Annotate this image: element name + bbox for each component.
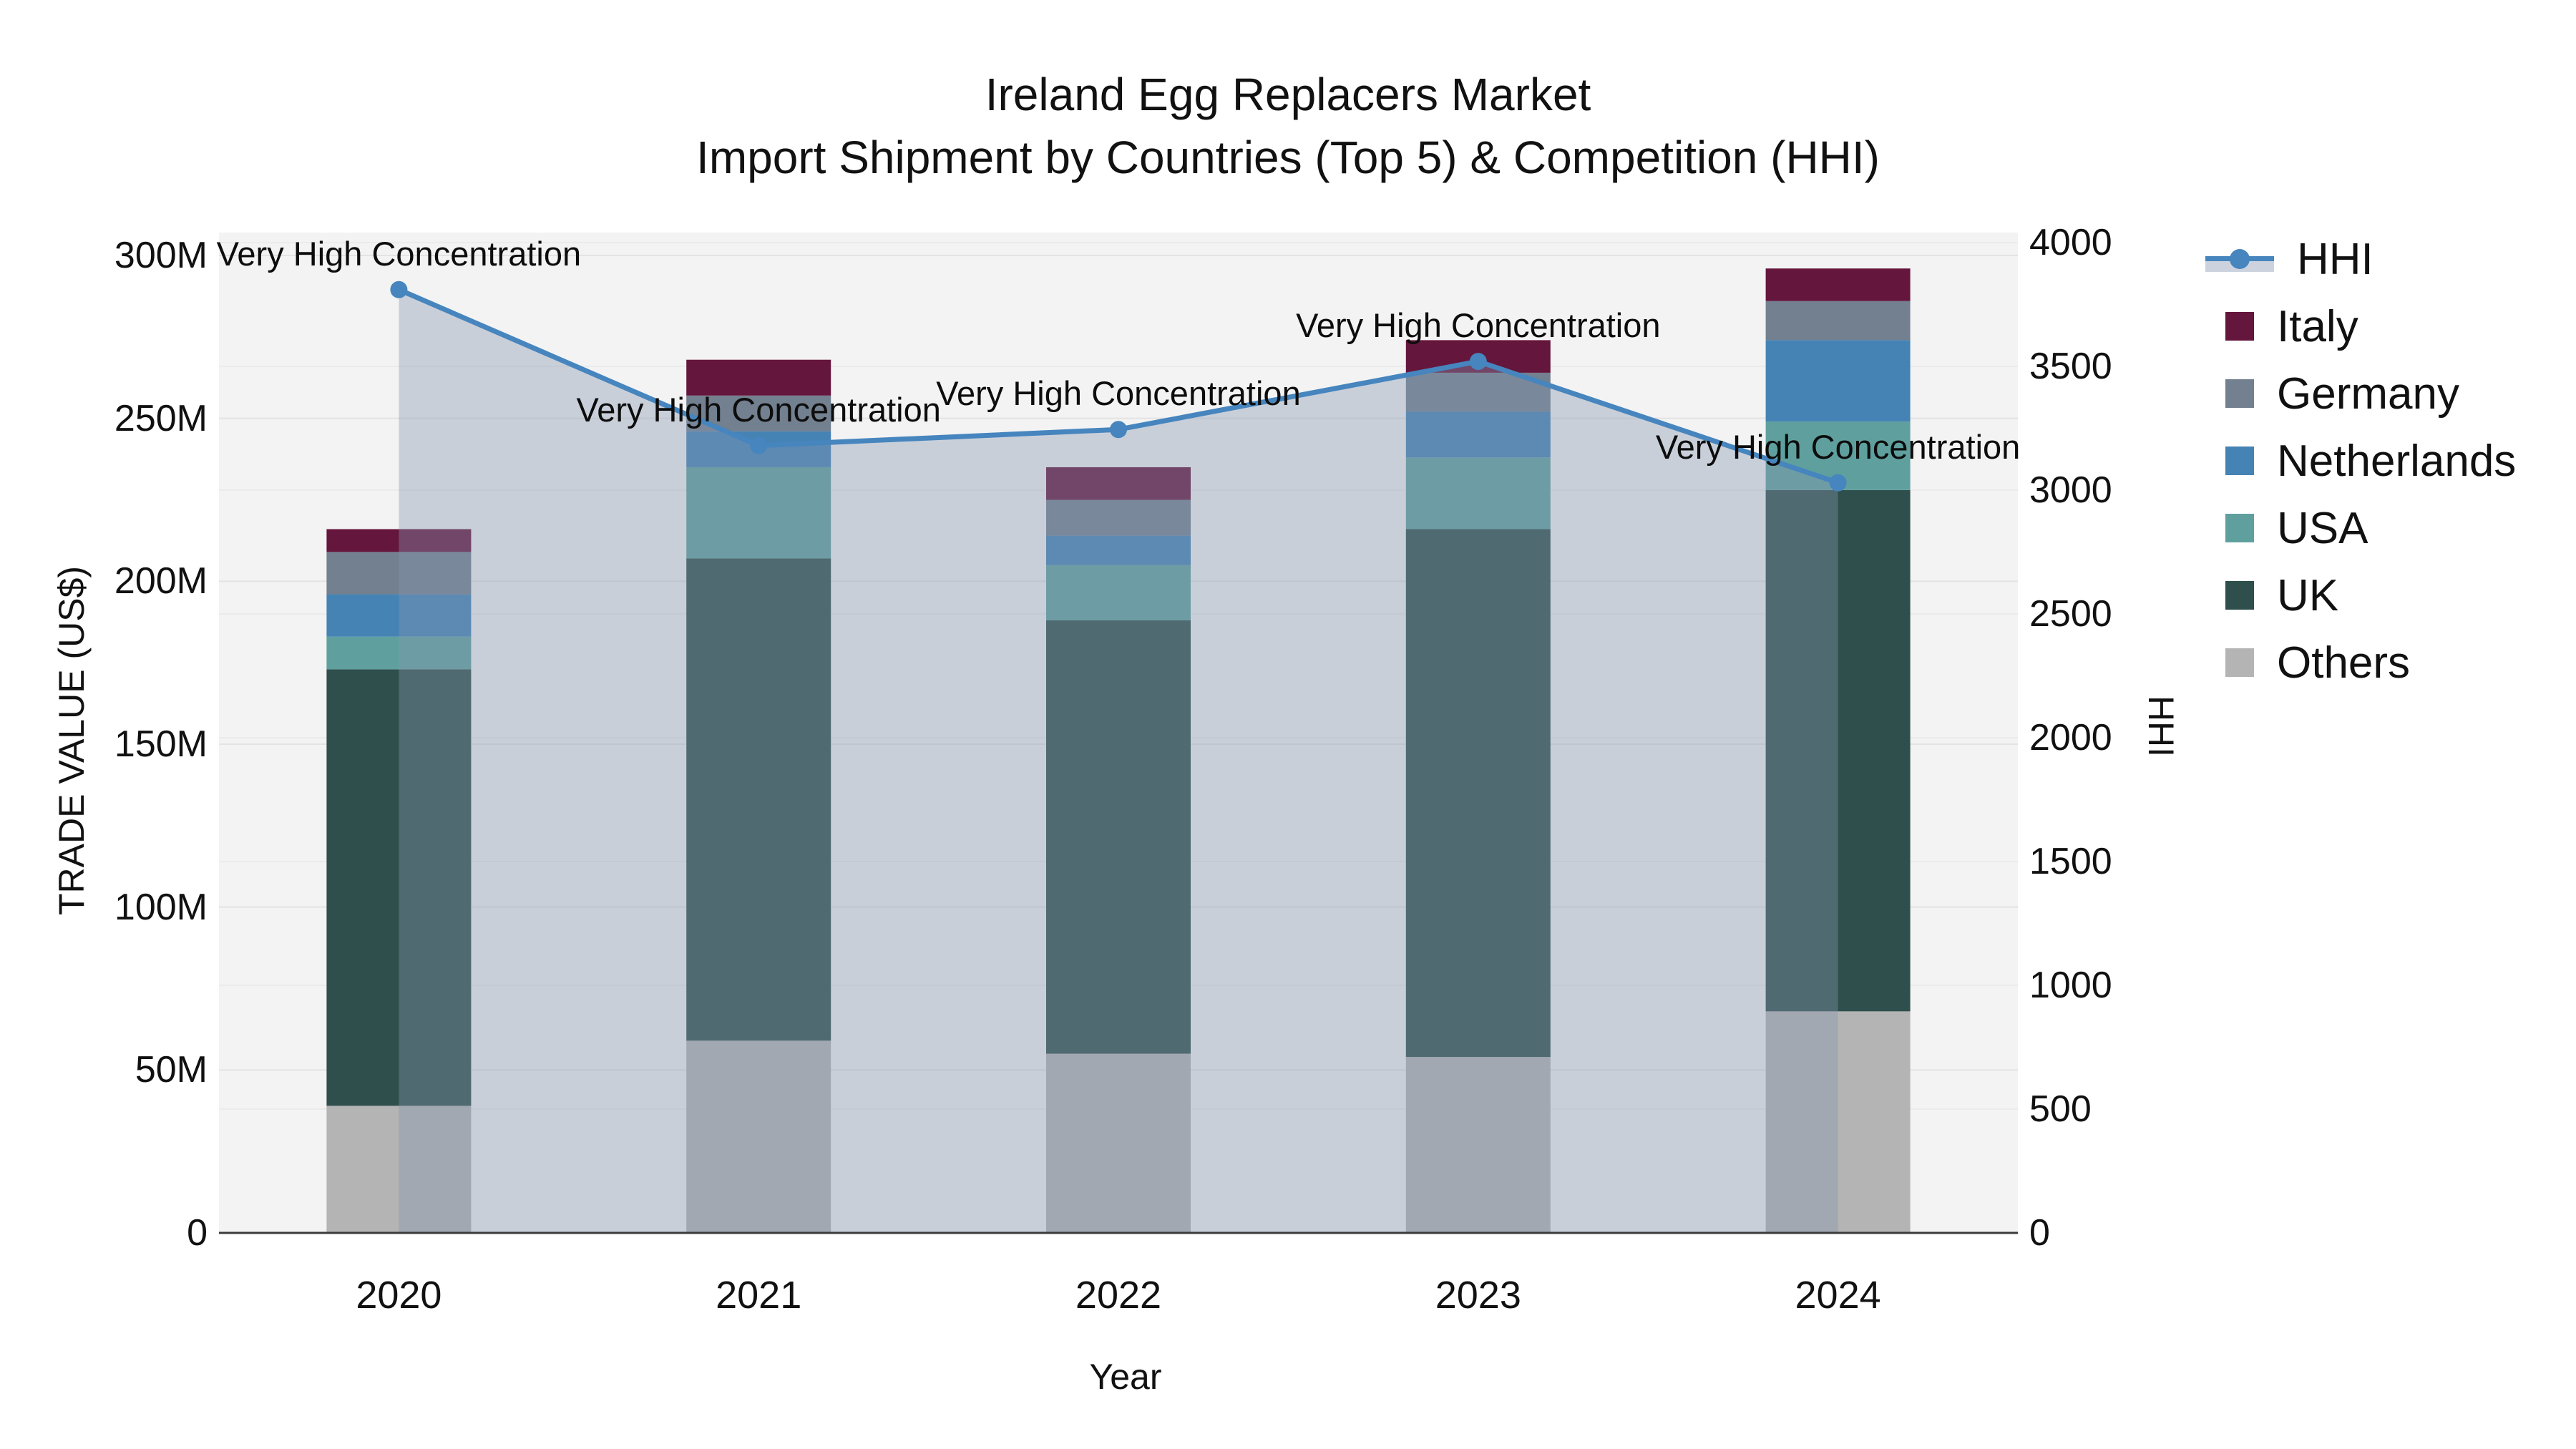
legend-label-netherlands: Netherlands — [2277, 436, 2517, 486]
hhi-marker-2021[interactable] — [750, 436, 768, 454]
legend-item-others[interactable]: Others — [2204, 629, 2410, 696]
y-tick-right-2000: 2000 — [2029, 717, 2112, 758]
legend-label-others: Others — [2277, 638, 2411, 688]
legend-swatch-netherlands — [2225, 447, 2254, 475]
y-tick-right-2500: 2500 — [2029, 593, 2112, 635]
bar-segment-netherlands-2022[interactable] — [1046, 535, 1191, 565]
annotation-2021: Very High Concentration — [576, 390, 941, 429]
bar-segment-germany-2022[interactable] — [1046, 499, 1191, 536]
legend-hhi-marker-dot — [2230, 249, 2250, 269]
legend-swatch-italy — [2225, 312, 2254, 341]
legend-label-hhi: HHI — [2297, 234, 2373, 284]
legend-swatch-uk — [2225, 581, 2254, 610]
bar-segment-italy-2022[interactable] — [1046, 467, 1191, 500]
y-tick-left-300M: 300M — [114, 235, 208, 276]
bar-segment-others-2022[interactable] — [1046, 1053, 1191, 1233]
annotation-2023: Very High Concentration — [1296, 306, 1661, 345]
legend-hhi-line-icon — [2205, 243, 2274, 275]
hhi-marker-2024[interactable] — [1829, 474, 1847, 492]
legend-label-germany: Germany — [2277, 369, 2459, 419]
y-tick-right-500: 500 — [2029, 1088, 2092, 1130]
chart-title-line1: Ireland Egg Replacers Market — [985, 69, 1591, 120]
hhi-marker-2023[interactable] — [1469, 353, 1487, 371]
bar-segment-usa-2021[interactable] — [686, 467, 831, 559]
bar-segment-netherlands-2020[interactable] — [326, 594, 472, 637]
x-tick-2022: 2022 — [1075, 1274, 1162, 1317]
legend-swatch-germany — [2225, 379, 2254, 408]
legend-item-usa[interactable]: USA — [2204, 494, 2368, 562]
legend-item-italy[interactable]: Italy — [2204, 293, 2358, 360]
bar-segment-uk-2020[interactable] — [326, 669, 472, 1106]
chart-title: Ireland Egg Replacers Market Import Ship… — [0, 63, 2576, 189]
chart-title-line2: Import Shipment by Countries (Top 5) & C… — [696, 132, 1880, 183]
legend-item-hhi[interactable]: HHI — [2204, 225, 2373, 293]
y-tick-left-150M: 150M — [114, 723, 208, 765]
bar-segment-germany-2020[interactable] — [326, 552, 472, 595]
legend-item-germany[interactable]: Germany — [2204, 360, 2459, 427]
y-tick-left-0: 0 — [187, 1212, 208, 1254]
y-tick-right-4000: 4000 — [2029, 222, 2112, 263]
bar-segment-netherlands-2023[interactable] — [1405, 411, 1551, 458]
y-axis-title-right: HHI — [2141, 695, 2181, 758]
bar-segment-germany-2024[interactable] — [1765, 301, 1911, 341]
annotation-2020: Very High Concentration — [216, 234, 582, 273]
y-axis-title-left: TRADE VALUE (US$) — [52, 565, 92, 916]
bar-segment-usa-2023[interactable] — [1405, 457, 1551, 530]
y-tick-left-250M: 250M — [114, 397, 208, 439]
y-tick-right-3500: 3500 — [2029, 346, 2112, 387]
annotation-2024: Very High Concentration — [1655, 427, 2021, 466]
bar-segment-uk-2023[interactable] — [1405, 529, 1551, 1058]
bar-segment-italy-2024[interactable] — [1765, 268, 1911, 301]
bar-segment-italy-2021[interactable] — [686, 359, 831, 396]
bar-segment-uk-2021[interactable] — [686, 558, 831, 1041]
legend-label-italy: Italy — [2277, 301, 2358, 351]
x-tick-2020: 2020 — [356, 1274, 442, 1317]
y-tick-left-200M: 200M — [114, 560, 208, 602]
legend-label-usa: USA — [2277, 503, 2368, 553]
hhi-marker-2022[interactable] — [1110, 421, 1127, 439]
bar-segment-usa-2020[interactable] — [326, 636, 472, 670]
annotation-2022: Very High Concentration — [936, 374, 1301, 413]
y-tick-left-100M: 100M — [114, 886, 208, 928]
hhi-marker-2020[interactable] — [390, 280, 408, 298]
bar-segment-uk-2024[interactable] — [1765, 489, 1911, 1012]
bar-segment-netherlands-2024[interactable] — [1765, 340, 1911, 422]
y-tick-right-0: 0 — [2029, 1212, 2050, 1254]
bar-segment-others-2023[interactable] — [1405, 1057, 1551, 1233]
x-tick-2023: 2023 — [1435, 1274, 1521, 1317]
bar-segment-others-2024[interactable] — [1765, 1011, 1911, 1233]
legend-swatch-others — [2225, 648, 2254, 677]
y-tick-left-50M: 50M — [135, 1049, 208, 1091]
x-tick-2021: 2021 — [716, 1274, 802, 1317]
x-axis-title: Year — [1089, 1357, 1162, 1397]
bar-segment-uk-2022[interactable] — [1046, 620, 1191, 1054]
bar-segment-usa-2022[interactable] — [1046, 565, 1191, 620]
bar-segment-others-2021[interactable] — [686, 1040, 831, 1233]
y-tick-right-1000: 1000 — [2029, 965, 2112, 1006]
hhi-area-fill — [399, 289, 1838, 1233]
y-tick-right-1500: 1500 — [2029, 841, 2112, 882]
y-tick-right-3000: 3000 — [2029, 469, 2112, 511]
bar-segment-others-2020[interactable] — [326, 1106, 472, 1233]
x-tick-2024: 2024 — [1795, 1274, 1881, 1317]
bar-segment-italy-2020[interactable] — [326, 529, 472, 552]
legend-item-uk[interactable]: UK — [2204, 562, 2338, 629]
legend-item-netherlands[interactable]: Netherlands — [2204, 427, 2516, 494]
legend-swatch-usa — [2225, 514, 2254, 542]
legend-label-uk: UK — [2277, 570, 2339, 620]
